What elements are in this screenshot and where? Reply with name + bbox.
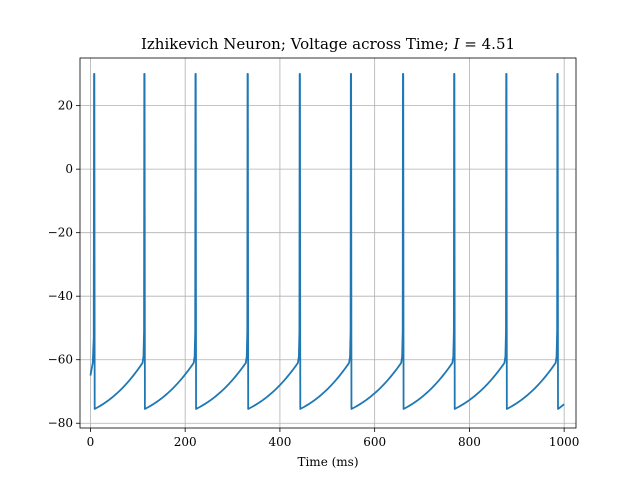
chart-title-suffix: = 4.51 — [460, 35, 516, 53]
y-tick-label: −40 — [48, 289, 73, 303]
chart-title-text: Izhikevich Neuron; Voltage across Time; — [141, 35, 454, 53]
voltage-series — [89, 72, 565, 410]
chart-title: Izhikevich Neuron; Voltage across Time; … — [141, 35, 515, 53]
x-tick-label: 600 — [363, 435, 386, 449]
y-tick-label: −60 — [48, 353, 73, 367]
y-tick-label: 0 — [65, 162, 73, 176]
voltage-line — [89, 72, 565, 410]
plot-frame — [79, 57, 577, 429]
x-tick-label: 0 — [87, 435, 95, 449]
x-axis-label: Time (ms) — [297, 455, 358, 469]
x-tick-label: 800 — [458, 435, 481, 449]
chart-title-math: I — [453, 35, 461, 53]
y-tick-label: −20 — [48, 226, 73, 240]
x-tick-label: 200 — [174, 435, 197, 449]
x-tick-label: 1000 — [549, 435, 580, 449]
grid-lines — [80, 58, 576, 428]
axis-ticks: 0 200 400 600 800 1000 −80 −60 −40 −20 0 20 — [48, 99, 580, 449]
x-tick-label: 400 — [268, 435, 291, 449]
y-tick-label: −80 — [48, 416, 73, 430]
y-tick-label: 20 — [58, 99, 73, 113]
